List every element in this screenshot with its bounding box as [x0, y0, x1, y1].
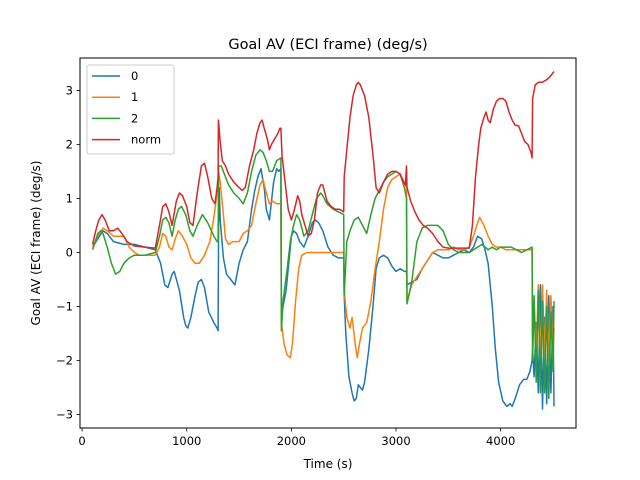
legend-label-0: 0: [131, 69, 138, 83]
y-tick-label: 0: [66, 245, 73, 259]
legend-box: [86, 64, 175, 155]
series-line-norm: [91, 71, 555, 249]
y-tick-label: 3: [66, 83, 73, 97]
y-tick-label: 2: [66, 137, 73, 151]
y-tick-label: −1: [56, 299, 73, 313]
legend-label-2: 2: [131, 111, 138, 125]
plot-frame: [79, 57, 577, 429]
x-tick-label: 3000: [381, 434, 410, 448]
y-axis-label: Goal AV (ECI frame) (deg/s): [29, 161, 43, 326]
x-tick-label: 0: [78, 434, 85, 448]
legend-label-1: 1: [131, 90, 138, 104]
x-axis-ticks: 0 1000 2000 3000 4000: [78, 428, 515, 448]
series-line-1: [91, 170, 555, 362]
y-tick-label: −3: [56, 407, 73, 421]
series-line-2: [91, 149, 555, 400]
legend-label-norm: norm: [131, 133, 161, 147]
x-axis-label: Time (s): [303, 457, 353, 471]
y-axis-ticks: −3 −2 −1 0 1 2 3: [56, 83, 80, 421]
x-tick-label: 2000: [277, 434, 306, 448]
x-tick-label: 1000: [172, 434, 201, 448]
plot-lines: [91, 71, 555, 410]
legend-entries: 0 1 2 norm: [92, 69, 161, 147]
series-line-0: [91, 167, 555, 410]
x-tick-label: 4000: [486, 434, 515, 448]
y-tick-label: −2: [56, 353, 73, 367]
y-tick-label: 1: [66, 191, 73, 205]
chart-title: Goal AV (ECI frame) (deg/s): [228, 37, 427, 53]
legend: 0 1 2 norm: [86, 64, 175, 155]
